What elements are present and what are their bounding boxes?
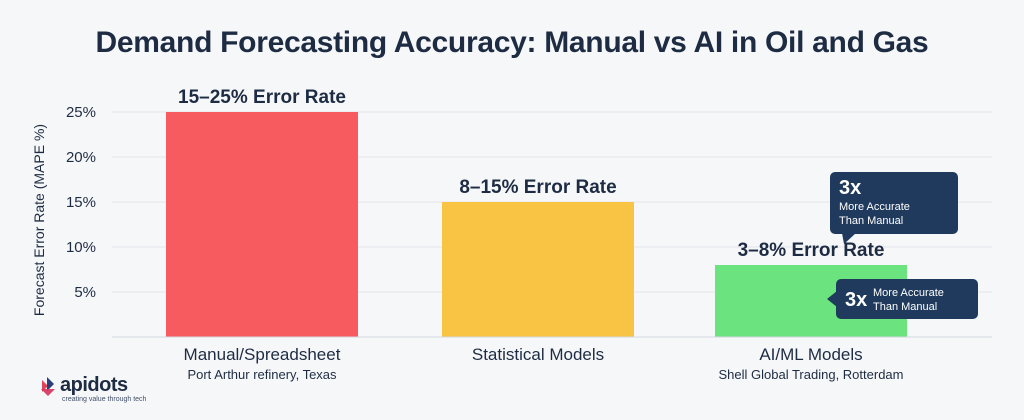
y-tick-label: 15%	[66, 194, 96, 211]
y-tick-label: 5%	[74, 284, 96, 301]
brand-logo: apidots creating value through tech	[38, 374, 178, 406]
callout-pointer	[842, 233, 856, 244]
logo-mark-icon	[41, 377, 55, 396]
x-tick-sublabel: Shell Global Trading, Rotterdam	[719, 367, 904, 382]
data-label: 3–8% Error Rate	[738, 240, 885, 261]
y-axis-label: Forecast Error Rate (MAPE %)	[31, 124, 47, 316]
callout-text: Than Manual	[873, 301, 937, 313]
callout-text: More Accurate	[873, 287, 944, 299]
callout-text: Than Manual	[839, 215, 903, 227]
chart-title: Demand Forecasting Accuracy: Manual vs A…	[95, 26, 929, 59]
x-tick-label: AI/ML Models	[759, 345, 862, 364]
bar	[166, 112, 358, 337]
logo-wordmark: apidots	[60, 374, 128, 396]
logo-tagline: creating value through tech	[62, 396, 147, 403]
y-tick-label: 25%	[66, 104, 96, 121]
y-tick-label: 20%	[66, 149, 96, 166]
callout-text: More Accurate	[839, 201, 910, 213]
callout-pointer	[827, 291, 837, 307]
y-tick-label: 10%	[66, 239, 96, 256]
callout-multiplier: 3x	[845, 289, 867, 311]
callout-multiplier: 3x	[839, 177, 861, 199]
x-tick-sublabel: Port Arthur refinery, Texas	[187, 367, 337, 382]
x-tick-label: Manual/Spreadsheet	[184, 345, 341, 364]
data-label: 8–15% Error Rate	[459, 177, 616, 198]
data-label: 15–25% Error Rate	[178, 87, 346, 108]
callout-box	[830, 172, 958, 234]
bar	[442, 202, 634, 337]
x-tick-label: Statistical Models	[472, 345, 604, 364]
callout-box	[836, 279, 978, 319]
